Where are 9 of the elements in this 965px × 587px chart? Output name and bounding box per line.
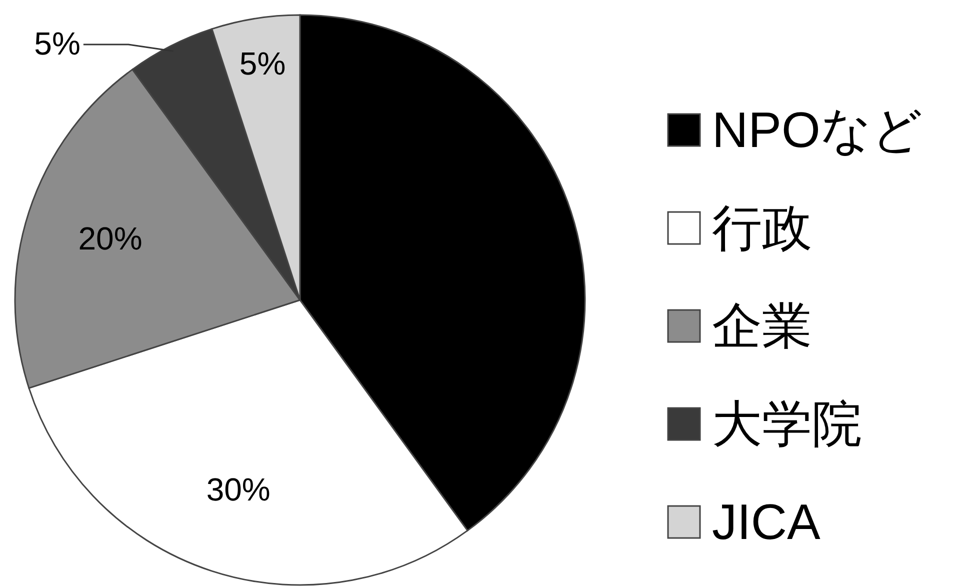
legend-label: 企業 bbox=[712, 298, 812, 354]
data-label: 5% bbox=[239, 46, 286, 82]
data-label: 30% bbox=[206, 472, 270, 508]
legend-label: NPOなど bbox=[712, 102, 922, 158]
legend-label: 大学院 bbox=[712, 396, 862, 452]
legend-label: 行政 bbox=[712, 200, 812, 256]
legend-label: JICA bbox=[712, 494, 821, 550]
data-label: 5% bbox=[34, 25, 80, 62]
data-label: 20% bbox=[78, 220, 142, 256]
